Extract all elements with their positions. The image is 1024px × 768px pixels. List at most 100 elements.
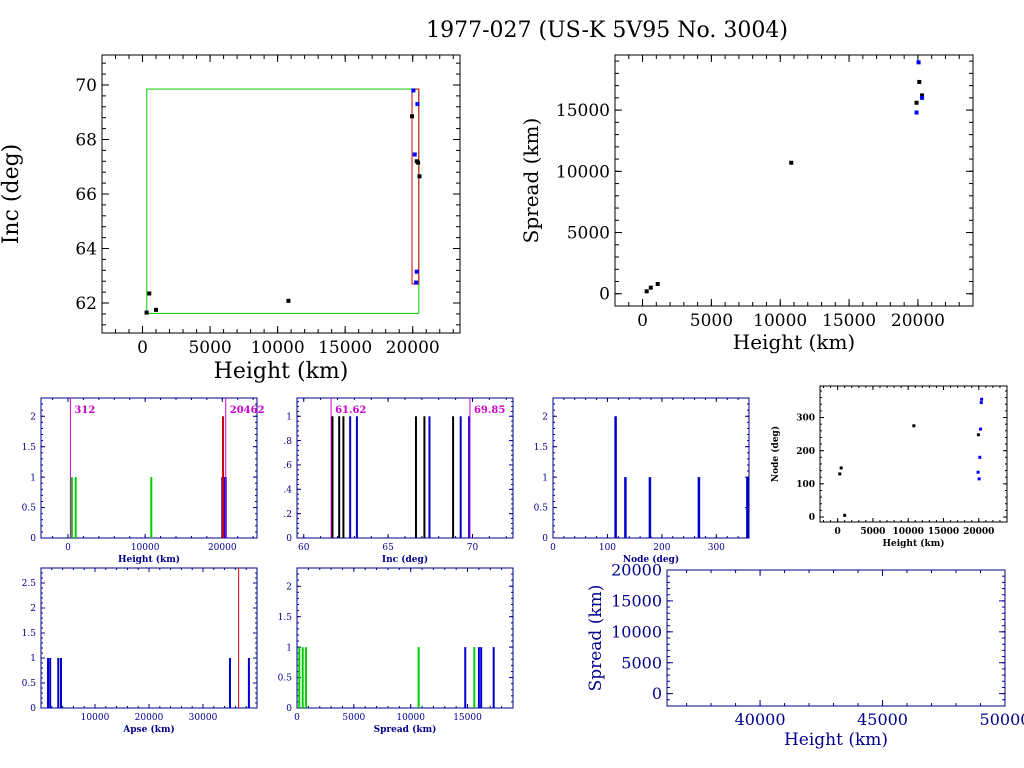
range-marker-label: 61.62 [335, 405, 366, 416]
green-range-box [146, 88, 420, 314]
x-tick-label: 70 [467, 543, 479, 553]
y-tick-label: 1 [30, 473, 36, 483]
data-point-black [147, 291, 152, 296]
x-tick-label: 0 [137, 338, 148, 358]
data-point-black [920, 93, 925, 98]
data-point-black [843, 513, 847, 517]
histogram-bar [624, 477, 627, 538]
y-axis-label: Inc (deg) [0, 144, 24, 245]
data-point-blue [920, 95, 925, 100]
y-tick-label: 62 [75, 294, 97, 314]
chart-apse-histogram: 10000 20000 30000 0 0.5 1 1.5 2 2.5 Apse (km) [22, 567, 258, 735]
histogram-bar [74, 477, 77, 538]
chart-inc-vs-height: 0 5000 10000 15000 20000 62 64 66 68 70 Height (km… [0, 54, 461, 384]
histogram-bar [697, 477, 701, 538]
x-tick-label: 5000 [342, 713, 365, 723]
y-axis-label: Spread (km) [586, 585, 606, 692]
data-point-blue [411, 88, 416, 93]
histogram-bar [480, 647, 483, 708]
data-point-black [410, 114, 415, 119]
plot-frame [101, 54, 461, 334]
range-marker-label: 312 [74, 405, 95, 416]
y-tick-label: .4 [283, 485, 292, 495]
x-tick-label: 0 [65, 543, 71, 553]
histogram-bar [305, 647, 308, 708]
y-tick-label: 0 [286, 534, 292, 544]
histogram-bar [428, 416, 431, 538]
histogram-bar [468, 416, 471, 538]
histogram-bar [331, 416, 334, 538]
y-tick-label: 100 [796, 480, 815, 490]
plot-frame [40, 397, 258, 539]
x-tick-label: 5000 [188, 338, 231, 358]
data-point-blue [414, 269, 419, 274]
y-tick-label: 2 [30, 412, 36, 422]
y-tick-label: 20000 [611, 561, 662, 580]
x-axis-label: Height (km) [733, 330, 855, 354]
y-tick-label: 0.5 [278, 674, 293, 684]
histogram-bar [47, 658, 50, 708]
y-tick-label: 15000 [611, 592, 662, 611]
x-tick-label: 300 [708, 543, 725, 553]
histogram-bar [417, 647, 420, 708]
range-marker-label: 20462 [230, 405, 265, 416]
histogram-bar [477, 647, 480, 708]
histogram-bar [247, 658, 250, 708]
data-point-black [976, 433, 980, 437]
data-point-blue [978, 455, 982, 459]
y-tick-label: 0 [542, 534, 548, 544]
chart-plot-area [298, 647, 495, 708]
x-tick-label: 45000 [857, 710, 908, 729]
y-tick-label: 1.5 [278, 613, 293, 623]
y-tick-label: 1.5 [534, 443, 549, 453]
page-title: 1977-027 (US-K 5V95 No. 3004) [426, 18, 788, 43]
chart-spread-histogram: 0 5000 10000 15000 0 0.5 1 1.5 2 Spread (km) [278, 567, 514, 735]
histogram-bar [298, 647, 301, 708]
data-point-black [644, 289, 649, 294]
histogram-bar [338, 416, 341, 538]
x-axis-label: Height (km) [118, 554, 180, 565]
histogram-bar [59, 658, 62, 708]
y-tick-label: 5000 [621, 653, 662, 672]
y-tick-label: 2 [286, 582, 292, 592]
y-axis-label: Node (deg) [770, 426, 781, 482]
data-point-blue [979, 427, 983, 431]
histogram-bar [150, 477, 153, 538]
x-tick-label: 0 [550, 543, 556, 553]
data-point-black [917, 79, 922, 84]
plot-frame [296, 397, 514, 539]
y-tick-label: 0 [652, 684, 662, 703]
x-tick-label: 10000 [893, 527, 924, 537]
data-point-black [914, 100, 919, 105]
y-tick-label: 0 [809, 513, 815, 523]
y-tick-label: 66 [75, 185, 97, 205]
x-axis-label: Height (km) [784, 730, 888, 750]
x-tick-label: 60 [298, 543, 310, 553]
y-tick-label: 64 [75, 239, 97, 259]
histogram-bar [301, 647, 304, 708]
y-tick-label: 2 [30, 604, 36, 614]
data-point-blue [914, 110, 919, 115]
x-axis-label: Height (km) [882, 538, 944, 549]
y-tick-label: 1.5 [22, 629, 37, 639]
x-axis-label: Inc (deg) [382, 554, 428, 565]
x-tick-label: 10000 [81, 713, 110, 723]
x-tick-label: 15000 [928, 527, 959, 537]
chart-inc-histogram: 60 65 70 0 .2 .4 .6 .8 1 Inc (deg) 61.62 69.85 [283, 397, 514, 565]
y-tick-label: 0.5 [22, 504, 37, 514]
data-point-blue [980, 397, 984, 401]
y-tick-label: 1 [30, 654, 36, 664]
data-point-black [154, 307, 159, 312]
x-tick-label: 100 [599, 543, 616, 553]
x-axis-label: Spread (km) [374, 724, 437, 735]
x-tick-label: 15000 [318, 338, 372, 358]
x-tick-label: 20000 [208, 543, 237, 553]
x-tick-label: 20000 [963, 527, 994, 537]
data-point-blue [414, 280, 419, 285]
data-point-black [144, 310, 149, 315]
y-tick-label: 0 [286, 704, 292, 714]
x-tick-label: 10000 [251, 338, 305, 358]
